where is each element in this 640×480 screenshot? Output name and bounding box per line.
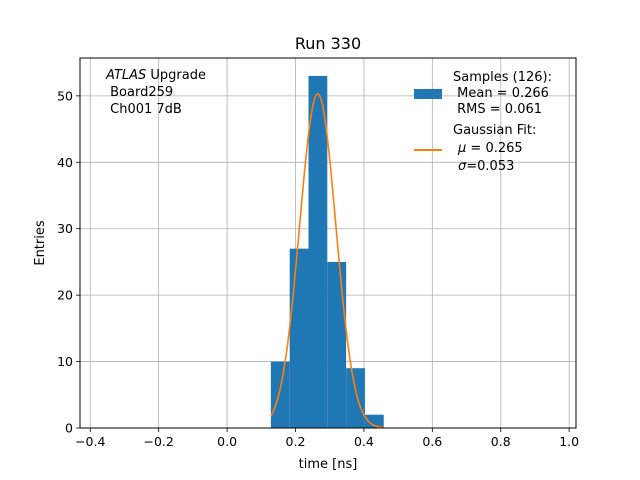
legend-fit-mu-value: = 0.265 (466, 141, 522, 156)
legend-fit-sigma: σ=0.053 (458, 159, 514, 174)
y-tick-label: 50 (57, 88, 73, 103)
x-tick-label: −0.4 (75, 434, 105, 449)
x-tick-label: 0.4 (354, 434, 374, 449)
legend: Samples (126): Mean = 0.266 RMS = 0.061 … (414, 70, 552, 174)
atlas-annotation-line1: ATLAS Upgrade (105, 68, 206, 83)
x-tick-label: 0.0 (217, 434, 237, 449)
y-axis-ticks: 0 10 20 30 40 50 (57, 88, 80, 436)
histogram-bars (270, 75, 384, 429)
x-axis-label: time [ns] (299, 457, 358, 472)
y-tick-label: 10 (57, 354, 73, 369)
y-tick-label: 40 (57, 155, 73, 170)
x-tick-label: 0.8 (491, 434, 511, 449)
y-axis-label: Entries (33, 220, 48, 266)
x-axis-ticks: −0.4 −0.2 0.0 0.2 0.4 0.6 0.8 1.0 (75, 428, 579, 449)
x-tick-label: 0.6 (422, 434, 442, 449)
legend-fit-sigma-value: =0.053 (466, 159, 514, 174)
axes-frame (79, 57, 577, 429)
histogram-bar (270, 361, 290, 428)
upgrade-label: Upgrade (146, 68, 206, 83)
legend-samples-swatch (414, 89, 442, 99)
histogram-bar (346, 368, 365, 428)
legend-fit-title: Gaussian Fit: (453, 123, 536, 138)
histogram-bar (327, 261, 347, 428)
atlas-annotation: ATLAS Upgrade Board259 Ch001 7dB (105, 68, 206, 117)
legend-samples-title: Samples (126): (453, 70, 552, 85)
y-tick-label: 20 (57, 288, 73, 303)
chart-title: Run 330 (295, 34, 361, 53)
y-tick-label: 0 (65, 421, 73, 436)
board-label: Board259 (106, 85, 173, 100)
histogram-bar (289, 248, 309, 428)
x-tick-label: 1.0 (559, 434, 579, 449)
legend-samples-mean: Mean = 0.266 (453, 86, 549, 101)
gaussian-fit-curve (270, 93, 384, 429)
legend-samples-rms: RMS = 0.061 (453, 102, 542, 117)
legend-fit-mu: μ = 0.265 (457, 141, 523, 156)
y-tick-label: 30 (57, 221, 73, 236)
x-tick-label: 0.2 (286, 434, 306, 449)
x-tick-label: −0.2 (143, 434, 173, 449)
gaussian-fit (270, 93, 384, 429)
channel-label: Ch001 7dB (106, 102, 182, 117)
histogram-bar (364, 414, 384, 428)
atlas-label: ATLAS (105, 68, 146, 83)
histogram-bar (308, 75, 328, 429)
